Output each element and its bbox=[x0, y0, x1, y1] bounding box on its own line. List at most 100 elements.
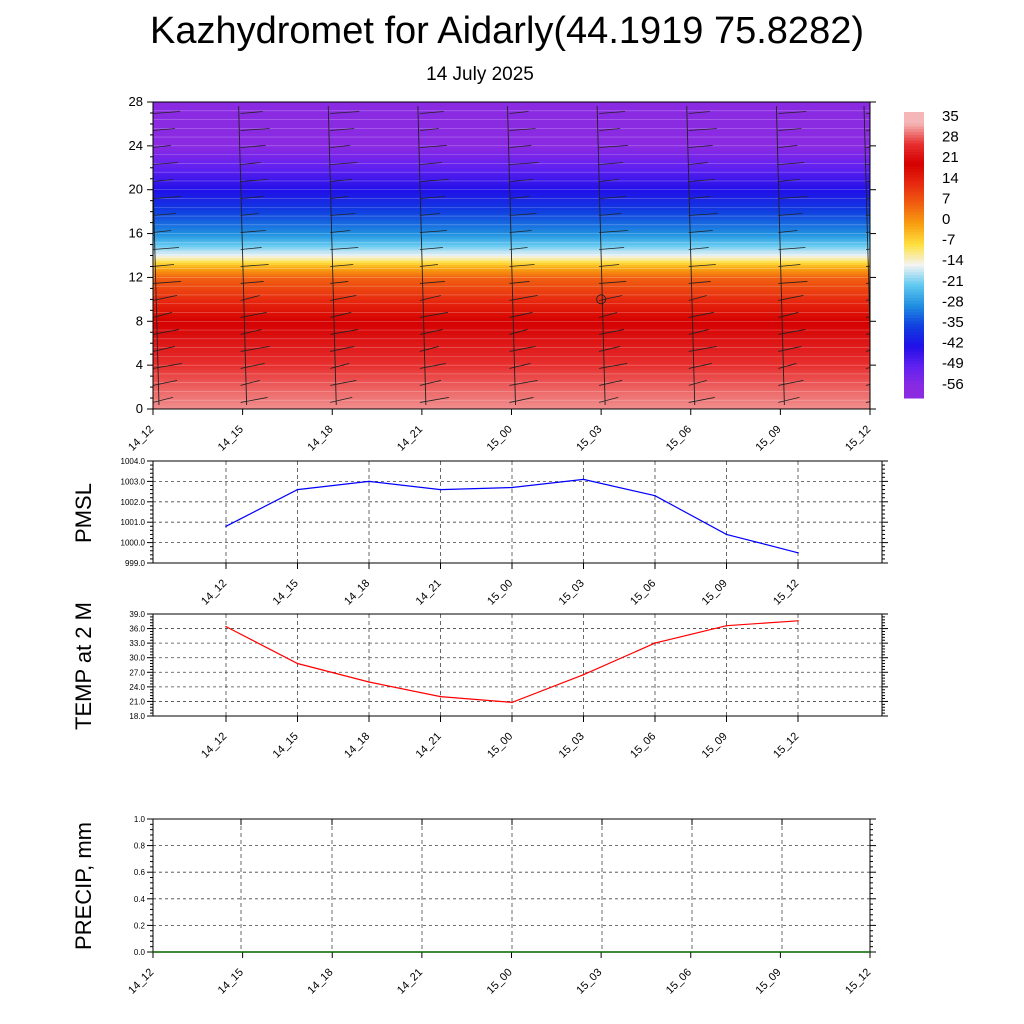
plot-frame bbox=[152, 613, 883, 717]
wind-barb-flag bbox=[153, 213, 177, 216]
x-tick-label: 15_00 bbox=[485, 966, 515, 996]
temperature-band bbox=[153, 301, 870, 305]
wind-barb-flag bbox=[599, 329, 625, 335]
wind-barb-flag bbox=[330, 128, 355, 131]
temperature-band bbox=[153, 319, 870, 322]
calm-wind-marker bbox=[596, 294, 607, 305]
wind-barb-flag bbox=[330, 346, 355, 352]
y-tick-label: 1001.0 bbox=[121, 518, 146, 527]
x-tick-label: 15_12 bbox=[843, 423, 873, 453]
temperature-band bbox=[153, 159, 870, 162]
wind-barb-flag bbox=[419, 162, 442, 165]
wind-barb-flag bbox=[688, 179, 715, 182]
wind-barb-flag bbox=[419, 363, 446, 369]
temperature-band bbox=[153, 220, 870, 224]
temperature-band bbox=[153, 404, 870, 408]
colorbar-swatch bbox=[904, 226, 924, 230]
colorbar-swatch bbox=[904, 243, 924, 247]
x-tick-label: 15_09 bbox=[754, 423, 784, 453]
temperature-band bbox=[153, 139, 870, 143]
wind-barb-flag bbox=[509, 363, 531, 369]
temperature-band bbox=[153, 389, 870, 393]
temperature-band bbox=[153, 178, 870, 182]
colorbar-swatch bbox=[904, 203, 924, 207]
colorbar-swatch bbox=[904, 303, 924, 307]
wind-barb-flag bbox=[688, 162, 708, 165]
x-tick-label: 15_03 bbox=[557, 577, 587, 607]
y-tick-label: 21.0 bbox=[129, 697, 145, 706]
colorbar-swatch bbox=[904, 214, 924, 219]
colorbar-label: -49 bbox=[942, 355, 964, 372]
wind-barb-flag bbox=[778, 264, 801, 267]
temperature-band bbox=[153, 325, 870, 329]
colorbar-swatch bbox=[904, 186, 924, 190]
temperature-band bbox=[153, 196, 870, 200]
wind-barb-flag bbox=[240, 213, 259, 216]
temperature-band bbox=[153, 231, 870, 235]
plot-frame bbox=[152, 818, 871, 953]
temperature-band bbox=[153, 275, 870, 279]
colorbar-label: 35 bbox=[942, 108, 959, 125]
temperature-band bbox=[153, 128, 870, 132]
temperature-band bbox=[153, 229, 870, 232]
x-tick-label: 15_09 bbox=[754, 966, 784, 996]
colorbar-swatch bbox=[904, 329, 924, 333]
temperature-band bbox=[153, 365, 870, 368]
temperature-bands bbox=[153, 102, 870, 409]
temperature-band bbox=[153, 382, 870, 386]
colorbar-swatch bbox=[904, 352, 924, 356]
wind-barb-flag bbox=[419, 179, 449, 182]
temperature-band bbox=[153, 279, 870, 283]
temperature-band bbox=[153, 191, 870, 195]
temperature-band bbox=[153, 351, 870, 355]
wind-barb-flag bbox=[419, 111, 444, 114]
wind-barb-flag bbox=[778, 179, 800, 182]
x-tick-label: 15_06 bbox=[628, 577, 658, 607]
height-axis: 0 4 8 12 16 20 24 28 bbox=[129, 94, 876, 416]
temperature-band bbox=[153, 119, 870, 123]
wind-barb-flag bbox=[330, 196, 349, 199]
wind-barb-flag bbox=[688, 230, 713, 233]
temperature-band bbox=[153, 343, 870, 347]
wind-barb-flag bbox=[240, 230, 266, 233]
colorbar-swatch bbox=[904, 137, 924, 142]
wind-barb-flag bbox=[330, 230, 351, 233]
wind-barb-flag bbox=[688, 329, 709, 335]
x-tick-label: 14_21 bbox=[414, 730, 444, 760]
temperature-band bbox=[153, 284, 870, 287]
y-tick-label: 28 bbox=[129, 94, 143, 109]
temperature-band bbox=[153, 312, 870, 316]
colorbar-label: -35 bbox=[942, 314, 964, 331]
colorbar-swatch bbox=[904, 217, 924, 222]
colorbar-swatch bbox=[904, 312, 924, 316]
wind-barb-flag bbox=[419, 281, 445, 284]
wind-barb-flag bbox=[509, 380, 538, 386]
colorbar-swatch bbox=[904, 380, 924, 385]
time-axis: 14_12 14_15 14_18 14_21 15_00 15_03 15_06 15_09… bbox=[126, 409, 873, 454]
colorbar-swatch bbox=[904, 249, 924, 253]
wind-barb-flag bbox=[688, 111, 710, 114]
colorbar-swatch bbox=[904, 275, 924, 279]
colorbar-label: -42 bbox=[942, 335, 964, 352]
x-tick-label: 14_18 bbox=[342, 730, 372, 760]
colorbar-swatch bbox=[904, 169, 924, 173]
wind-barb-flag bbox=[240, 179, 268, 182]
temperature-band bbox=[153, 130, 870, 134]
pmsl-ylabel: PMSL bbox=[71, 483, 96, 543]
wind-barb-flag bbox=[865, 129, 870, 131]
temperature-band bbox=[153, 161, 870, 164]
x-tick-label: 14_18 bbox=[342, 577, 372, 607]
temperature-band bbox=[153, 180, 870, 184]
y-tick-label: 24.0 bbox=[129, 683, 145, 692]
x-tick-label: 14_21 bbox=[414, 577, 444, 607]
colorbar-swatch bbox=[904, 335, 924, 339]
wind-barb-staff bbox=[417, 105, 427, 406]
x-tick-label: 15_03 bbox=[574, 423, 604, 453]
temp-panel: TEMP at 2 M 18.0 21.0 24.0 27.0 30.0 33.0 36.0… bbox=[71, 602, 888, 761]
wind-barb-flag bbox=[330, 213, 356, 216]
wind-barb-flag bbox=[509, 329, 528, 335]
wind-barb-flag bbox=[153, 264, 175, 267]
colorbar-swatch bbox=[904, 340, 924, 345]
colorbar-swatch bbox=[904, 343, 924, 348]
wind-barb-flag bbox=[419, 312, 448, 318]
